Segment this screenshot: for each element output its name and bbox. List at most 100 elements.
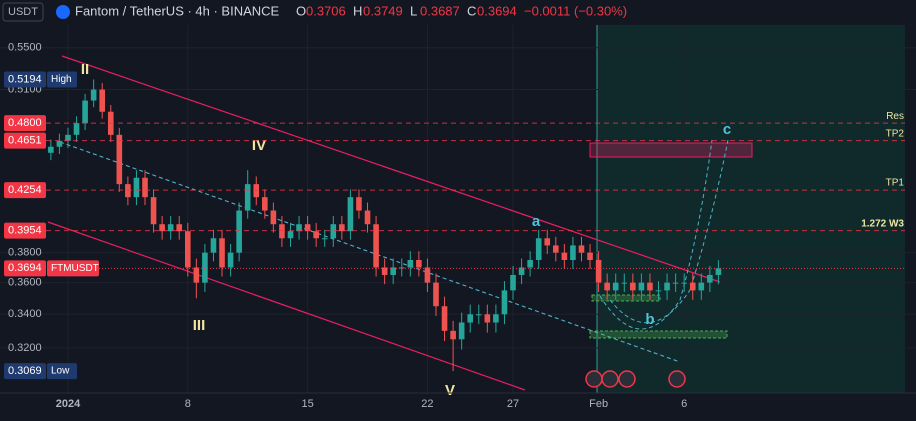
- drawings: II III IV V a b c: [47, 55, 753, 399]
- wave-label: II: [81, 61, 89, 78]
- candle-body: [364, 210, 371, 225]
- candle-body: [202, 252, 208, 283]
- candle-body: [227, 252, 234, 268]
- candle-body: [647, 282, 653, 291]
- y-tick-label: 0.5500: [8, 42, 42, 54]
- price-tag-label: High: [51, 74, 72, 85]
- level-name: TP1: [886, 178, 905, 189]
- candle-body: [287, 231, 294, 239]
- event-icon[interactable]: [668, 370, 686, 388]
- candle-body: [689, 282, 696, 291]
- candle-body: [416, 259, 422, 268]
- grid: [0, 25, 916, 393]
- price-badge-label: 0.3694: [8, 262, 42, 274]
- projection: [599, 139, 713, 330]
- y-tick-label: 0.3600: [8, 277, 42, 289]
- x-tick-label: 6: [681, 398, 687, 410]
- price-badge: [4, 363, 46, 380]
- wave-label: IV: [252, 137, 266, 154]
- candle-body: [655, 290, 662, 292]
- candle-body: [390, 267, 396, 275]
- candle-body: [698, 282, 705, 291]
- candle-body: [450, 330, 456, 340]
- candle-body: [304, 224, 311, 232]
- candle-body: [296, 224, 302, 232]
- candle-body: [561, 252, 568, 260]
- price-tag: [47, 260, 99, 277]
- candle-body: [433, 282, 439, 307]
- y-tick-label: 0.3200: [8, 342, 42, 354]
- candle-body: [279, 224, 285, 239]
- candle-body: [621, 282, 628, 284]
- candle-body: [458, 322, 465, 340]
- candle-body: [381, 267, 388, 275]
- candle-body: [65, 134, 71, 141]
- candle-body: [578, 245, 585, 253]
- price-badge: [4, 260, 46, 277]
- event-icon[interactable]: [585, 370, 603, 388]
- target-box: [589, 142, 753, 158]
- candle-body: [707, 274, 713, 283]
- price-badge-label: 0.3954: [8, 225, 42, 237]
- price-badge: [4, 182, 46, 199]
- candle-body: [672, 282, 679, 284]
- y-tick-label: 0.3800: [8, 247, 42, 259]
- candle-body: [159, 224, 165, 232]
- x-tick-label: 8: [185, 398, 191, 410]
- ohlc-key: C: [467, 3, 476, 18]
- y-tick-label: 0.3400: [8, 308, 42, 320]
- candle-body: [184, 231, 191, 268]
- candle-body: [73, 123, 80, 135]
- candle-body: [715, 268, 722, 275]
- ohlc: O 0.3706 H 0.3749 L 0.3687 C 0.3694 −0.0011 (−0.…: [296, 3, 627, 18]
- candle-body: [604, 282, 610, 291]
- candle-body: [90, 89, 97, 101]
- candle-body: [510, 274, 516, 291]
- candle-body: [398, 267, 405, 269]
- price-tag-label: FTMUSDT: [51, 263, 99, 274]
- price-badge-label: 0.4254: [8, 184, 42, 196]
- candle-body: [373, 224, 379, 268]
- candle-body: [441, 306, 448, 331]
- candle-body: [544, 238, 551, 246]
- candle-body: [595, 259, 602, 283]
- candle-body: [570, 245, 576, 260]
- candle-body: [193, 267, 200, 283]
- ohlc-key: L: [410, 3, 417, 18]
- level-name: 1.272 W3: [861, 218, 904, 229]
- price-tag-label: Low: [51, 366, 70, 377]
- event-icon[interactable]: [601, 370, 619, 388]
- price-badge: [4, 115, 46, 132]
- symbol-box[interactable]: [2, 2, 44, 22]
- wave-label: b: [645, 311, 654, 328]
- level-name: TP2: [886, 128, 905, 139]
- candle-body: [82, 100, 88, 124]
- candle-body: [467, 314, 474, 323]
- wave-label: V: [445, 382, 455, 399]
- event-icons: [585, 370, 686, 388]
- price-badge: [4, 222, 46, 239]
- ohlc-change: −0.0011 (−0.30%): [524, 3, 627, 18]
- candle-body: [535, 238, 542, 260]
- support-box: [591, 294, 661, 302]
- event-icon[interactable]: [618, 370, 636, 388]
- candle-body: [347, 197, 354, 232]
- candle-body: [270, 210, 277, 225]
- channel-top: [61, 55, 721, 283]
- ohlc-value: 0.3749: [363, 3, 403, 18]
- candle-body: [612, 282, 619, 291]
- future-zone: [597, 25, 905, 393]
- x-tick-label: 15: [301, 398, 313, 410]
- candle-body: [630, 282, 636, 291]
- candle-body: [501, 290, 508, 315]
- wave-label: III: [193, 317, 206, 334]
- overlay: 0.55000.51000.38000.36000.34000.32002024…: [4, 42, 905, 410]
- candle-body: [116, 134, 123, 185]
- candle-body: [219, 238, 225, 268]
- chart-title: Fantom / TetherUS · 4h · BINANCE: [75, 3, 280, 18]
- price-badge-label: 0.3069: [8, 365, 42, 377]
- level-name: Res: [886, 111, 904, 122]
- candle-body: [330, 224, 337, 239]
- ohlc-value: 0.3694: [477, 3, 517, 18]
- candle-body: [125, 184, 131, 198]
